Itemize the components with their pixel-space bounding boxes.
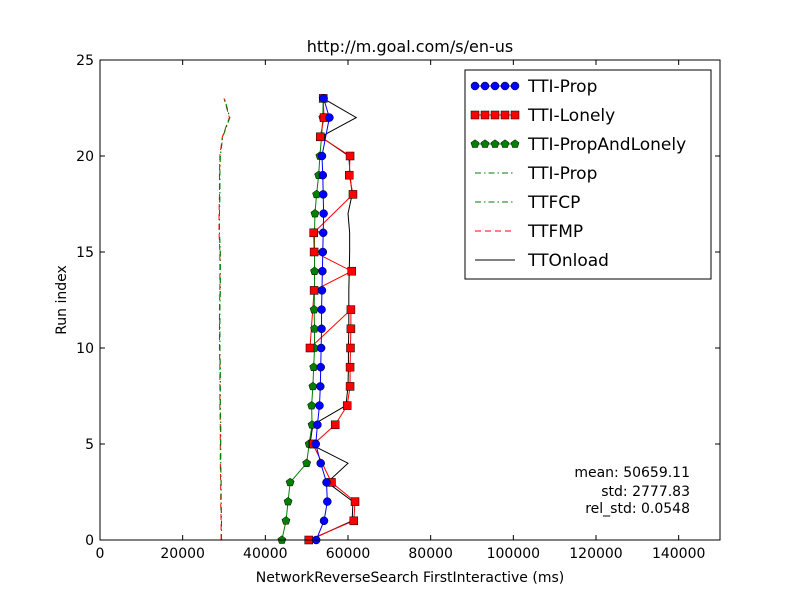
- chart-title: http://m.goal.com/s/en-us: [307, 37, 514, 56]
- legend-marker-tti-propandlonely-2: [470, 139, 480, 148]
- stat-std: std: 2777.83: [601, 484, 690, 500]
- x-tick-label: 140000: [652, 546, 705, 562]
- y-axis-label: Run index: [54, 265, 70, 335]
- legend-marker-tti-lonely-1: [510, 110, 520, 120]
- x-axis-label: NetworkReverseSearch FirstInteractive (m…: [256, 570, 564, 586]
- data-point-tti-prop-0: [318, 170, 328, 180]
- data-point-tti-propandlonely-2: [310, 208, 320, 218]
- legend-marker-tti-propandlonely-2: [500, 139, 510, 148]
- series-line-tti-prop-3: [218, 98, 231, 540]
- data-point-tti-prop-0: [316, 458, 325, 468]
- legend-marker-tti-propandlonely-2: [490, 139, 500, 148]
- y-tick-label: 25: [76, 53, 94, 69]
- data-point-tti-prop-0: [316, 343, 326, 353]
- legend-frame: [464, 69, 712, 280]
- x-tick-label: 80000: [408, 546, 453, 562]
- legend-marker-tti-prop-0: [500, 81, 510, 91]
- data-point-tti-propandlonely-2: [308, 381, 318, 391]
- data-point-tti-prop-0: [311, 439, 321, 449]
- x-tick-label: 0: [96, 546, 105, 562]
- data-point-tti-prop-0: [317, 151, 327, 161]
- y-tick-label: 0: [85, 533, 94, 549]
- legend-label-tti-lonely-1: TTI-Lonely: [527, 106, 615, 126]
- data-point-tti-prop-0: [318, 247, 328, 257]
- legend-marker-tti-propandlonely-2: [510, 139, 520, 148]
- x-tick-label: 20000: [160, 546, 205, 562]
- legend-label-tti-prop-0: TTI-Prop: [527, 77, 597, 97]
- data-point-tti-prop-0: [313, 420, 322, 430]
- legend-marker-tti-lonely-1: [500, 110, 510, 120]
- legend-marker-tti-prop-0: [490, 81, 500, 91]
- data-point-tti-lonely-1: [349, 516, 359, 526]
- legend-marker-tti-lonely-1: [480, 110, 490, 120]
- data-point-tti-lonely-1: [350, 497, 360, 506]
- data-point-tti-prop-0: [316, 382, 325, 391]
- data-point-tti-propandlonely-2: [302, 458, 312, 467]
- data-point-tti-prop-0: [323, 497, 332, 506]
- data-point-tti-lonely-1: [309, 286, 319, 295]
- plot-area: 0 20000 40000 60000 80000 100000 120000 140000 0…: [76, 53, 721, 562]
- legend-label-ttonload-6: TTOnload: [527, 251, 609, 271]
- x-tick-label: 120000: [569, 546, 622, 562]
- data-point-tti-lonely-1: [348, 190, 358, 199]
- data-point-tti-prop-0: [319, 94, 328, 103]
- data-point-tti-propandlonely-2: [309, 304, 319, 314]
- data-point-tti-prop-0: [325, 113, 334, 122]
- data-point-tti-lonely-1: [309, 228, 318, 238]
- y-tick-label: 20: [76, 149, 94, 165]
- legend-label-ttfcp-4: TTFCP: [527, 193, 580, 213]
- legend-marker-tti-lonely-1: [490, 110, 500, 120]
- legend-marker-tti-lonely-1: [470, 110, 480, 120]
- data-point-tti-lonely-1: [345, 151, 355, 161]
- data-point-tti-prop-0: [318, 228, 328, 238]
- stat-rel-std: rel_std: 0.0548: [585, 501, 690, 517]
- y-tick-label: 5: [85, 437, 94, 453]
- data-point-tti-lonely-1: [345, 362, 355, 372]
- data-point-tti-propandlonely-2: [285, 477, 295, 487]
- legend-marker-tti-prop-0: [480, 81, 490, 91]
- legend-label-tti-prop-3: TTI-Prop: [527, 164, 597, 184]
- data-point-tti-lonely-1: [330, 420, 340, 430]
- data-point-tti-prop-0: [315, 401, 324, 410]
- data-point-tti-prop-0: [316, 362, 325, 372]
- data-point-tti-propandlonely-2: [281, 516, 291, 525]
- legend: TTI-Prop TTI-Lonely TTI-PropAndLonely TTI-P…: [464, 69, 712, 280]
- data-point-tti-propandlonely-2: [283, 496, 293, 506]
- x-tick-label: 40000: [243, 546, 288, 562]
- data-point-tti-prop-0: [319, 516, 329, 526]
- data-point-tti-lonely-1: [309, 247, 319, 257]
- stat-mean: mean: 50659.11: [574, 465, 690, 481]
- data-point-tti-prop-0: [322, 478, 331, 487]
- data-point-tti-prop-0: [317, 286, 327, 295]
- data-point-tti-lonely-1: [346, 343, 355, 353]
- data-point-tti-lonely-1: [346, 324, 356, 334]
- data-point-tti-lonely-1: [316, 132, 325, 142]
- legend-marker-tti-prop-0: [510, 81, 520, 91]
- legend-marker-tti-propandlonely-2: [480, 139, 490, 148]
- data-point-tti-lonely-1: [305, 343, 315, 353]
- data-point-tti-prop-0: [317, 305, 326, 314]
- x-tick-label: 100000: [487, 546, 540, 562]
- data-point-tti-propandlonely-2: [310, 266, 319, 275]
- x-tick-label: 60000: [326, 546, 371, 562]
- y-tick-label: 15: [76, 245, 94, 261]
- axes-frame: [99, 59, 721, 541]
- legend-label-ttfmp-5: TTFMP: [527, 222, 583, 242]
- data-point-tti-lonely-1: [344, 170, 354, 180]
- data-point-tti-lonely-1: [342, 401, 352, 410]
- data-point-tti-lonely-1: [346, 305, 356, 314]
- legend-label-tti-propandlonely-2: TTI-PropAndLonely: [527, 135, 686, 155]
- legend-marker-tti-prop-0: [470, 81, 480, 91]
- data-point-tti-lonely-1: [347, 266, 356, 276]
- data-point-tti-propandlonely-2: [307, 400, 317, 410]
- data-point-tti-lonely-1: [345, 382, 355, 391]
- data-point-tti-prop-0: [319, 209, 328, 218]
- data-point-tti-prop-0: [318, 190, 328, 199]
- data-point-tti-prop-0: [317, 324, 326, 334]
- data-point-tti-prop-0: [318, 266, 327, 276]
- y-tick-label: 10: [76, 341, 94, 357]
